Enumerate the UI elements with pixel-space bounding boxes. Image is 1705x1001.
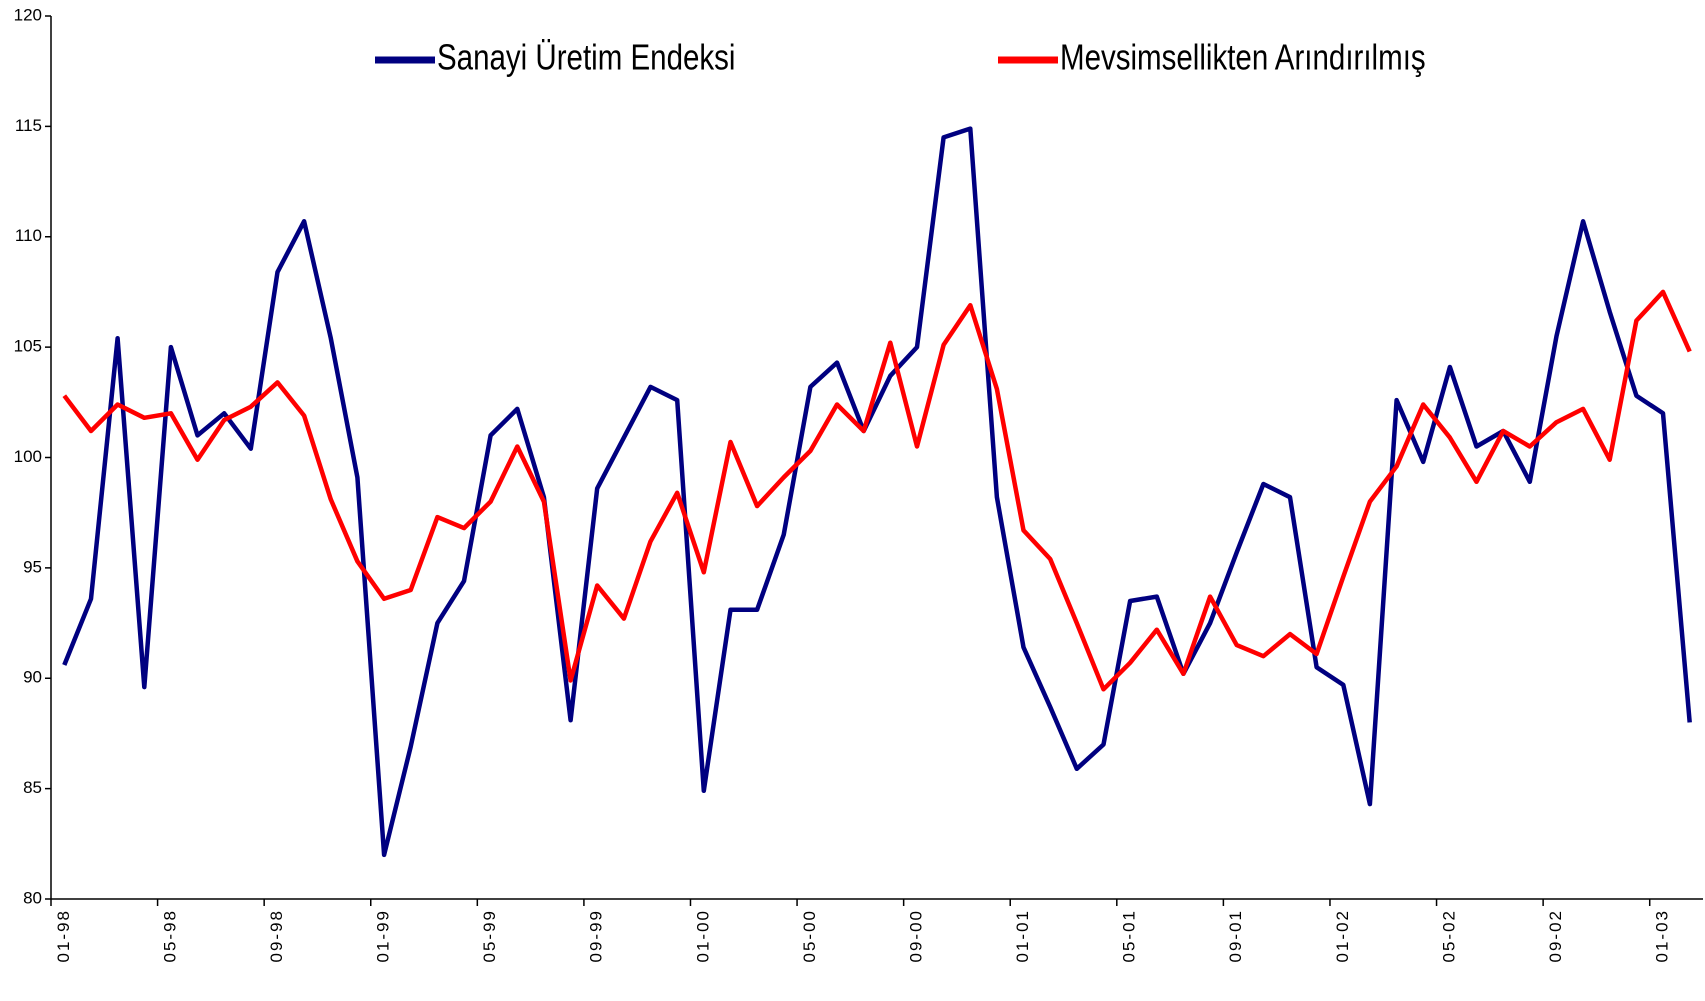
x-tick-label: 01-02 [1333,909,1352,962]
x-tick-label: 09-98 [267,909,286,962]
y-tick-label: 95 [23,557,42,576]
y-tick-label: 80 [23,888,42,907]
y-tick-label: 115 [15,116,42,135]
x-tick-label: 01-99 [374,909,393,962]
y-tick-label: 120 [14,5,42,24]
x-tick-label: 05-00 [800,909,819,962]
x-tick-label: 09-02 [1546,909,1565,962]
y-tick-label: 110 [15,226,42,245]
y-tick-label: 85 [23,778,42,797]
x-tick-label: 01-01 [1013,909,1032,962]
series-line [62,289,1692,692]
legend-label: Mevsimsellikten Arındırılmış [1060,37,1426,77]
x-tick-label: 01-03 [1653,909,1672,962]
series-line [62,126,1692,858]
x-tick-label: 01-98 [54,909,73,962]
x-tick-label: 09-99 [587,909,606,962]
y-tick-label: 100 [14,447,42,466]
x-tick-label: 05-02 [1439,909,1458,962]
legend-label: Sanayi Üretim Endeksi [437,37,735,77]
x-tick-label: 09-00 [906,909,925,962]
x-tick-label: 05-99 [480,909,499,962]
y-tick-label: 90 [23,668,42,687]
x-tick-label: 01-00 [693,909,712,962]
x-tick-label: 09-01 [1226,909,1245,962]
x-tick-label: 05-98 [160,909,179,962]
x-tick-label: 05-01 [1120,909,1139,962]
y-tick-label: 105 [14,337,42,356]
